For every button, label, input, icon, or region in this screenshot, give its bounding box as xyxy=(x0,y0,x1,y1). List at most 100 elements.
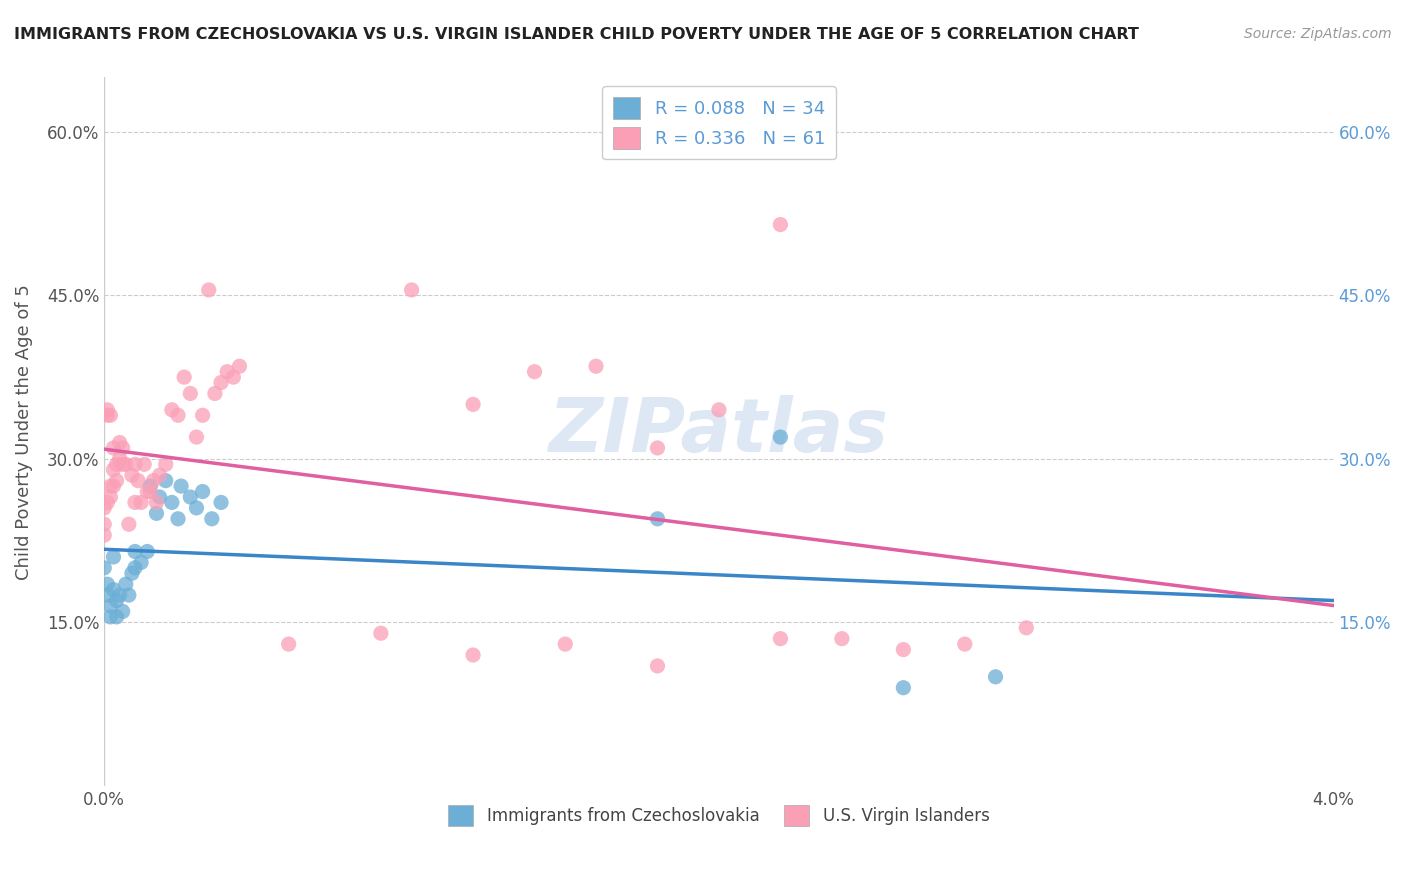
Point xyxy=(105,458,128,472)
Point xyxy=(114,458,136,472)
Point xyxy=(139,479,162,493)
Point xyxy=(191,409,214,423)
Point xyxy=(136,484,159,499)
Point xyxy=(209,376,232,390)
Point xyxy=(222,370,245,384)
Point xyxy=(103,441,125,455)
Point xyxy=(160,402,183,417)
Point xyxy=(105,593,128,607)
Point xyxy=(93,561,115,575)
Point xyxy=(155,458,177,472)
Point xyxy=(148,468,170,483)
Point xyxy=(554,637,576,651)
Point xyxy=(953,637,976,651)
Point xyxy=(148,490,170,504)
Point xyxy=(108,435,131,450)
Point xyxy=(401,283,423,297)
Point xyxy=(111,604,134,618)
Point xyxy=(93,528,115,542)
Point xyxy=(124,458,146,472)
Point xyxy=(201,512,224,526)
Point xyxy=(209,495,232,509)
Point xyxy=(100,409,122,423)
Point xyxy=(103,582,125,597)
Point xyxy=(191,484,214,499)
Point xyxy=(124,561,146,575)
Point xyxy=(118,517,141,532)
Point xyxy=(121,468,143,483)
Point xyxy=(179,386,201,401)
Point xyxy=(96,409,118,423)
Point xyxy=(647,659,669,673)
Point xyxy=(93,517,115,532)
Point xyxy=(105,610,128,624)
Point xyxy=(891,642,914,657)
Point xyxy=(277,637,299,651)
Point xyxy=(124,544,146,558)
Point xyxy=(100,490,122,504)
Point xyxy=(769,218,792,232)
Point xyxy=(1015,621,1038,635)
Point xyxy=(111,458,134,472)
Point xyxy=(173,370,195,384)
Point xyxy=(129,555,152,569)
Point xyxy=(96,495,118,509)
Point xyxy=(96,588,118,602)
Point xyxy=(170,479,193,493)
Point xyxy=(523,365,546,379)
Point xyxy=(145,495,167,509)
Text: ZIPatlas: ZIPatlas xyxy=(548,395,889,468)
Point xyxy=(370,626,392,640)
Point xyxy=(118,588,141,602)
Point xyxy=(167,409,190,423)
Point xyxy=(647,512,669,526)
Point xyxy=(100,599,122,613)
Text: Source: ZipAtlas.com: Source: ZipAtlas.com xyxy=(1244,27,1392,41)
Point xyxy=(124,495,146,509)
Point xyxy=(96,402,118,417)
Point xyxy=(111,441,134,455)
Point xyxy=(142,474,165,488)
Point xyxy=(100,479,122,493)
Point xyxy=(769,430,792,444)
Point xyxy=(108,588,131,602)
Y-axis label: Child Poverty Under the Age of 5: Child Poverty Under the Age of 5 xyxy=(15,284,32,580)
Point xyxy=(108,451,131,466)
Point xyxy=(167,512,190,526)
Point xyxy=(121,566,143,581)
Legend: Immigrants from Czechoslovakia, U.S. Virgin Islanders: Immigrants from Czechoslovakia, U.S. Vir… xyxy=(440,797,998,834)
Point xyxy=(100,610,122,624)
Point xyxy=(155,474,177,488)
Point xyxy=(891,681,914,695)
Point xyxy=(103,549,125,564)
Point xyxy=(186,430,208,444)
Point xyxy=(204,386,226,401)
Point xyxy=(186,500,208,515)
Point xyxy=(114,577,136,591)
Point xyxy=(647,441,669,455)
Point xyxy=(197,283,219,297)
Text: IMMIGRANTS FROM CZECHOSLOVAKIA VS U.S. VIRGIN ISLANDER CHILD POVERTY UNDER THE A: IMMIGRANTS FROM CZECHOSLOVAKIA VS U.S. V… xyxy=(14,27,1139,42)
Point xyxy=(217,365,239,379)
Point xyxy=(129,495,152,509)
Point xyxy=(145,506,167,520)
Point xyxy=(585,359,607,374)
Point xyxy=(93,500,115,515)
Point xyxy=(461,648,484,662)
Point xyxy=(139,484,162,499)
Point xyxy=(707,402,730,417)
Point xyxy=(105,474,128,488)
Point xyxy=(103,463,125,477)
Point xyxy=(179,490,201,504)
Point xyxy=(136,544,159,558)
Point xyxy=(984,670,1007,684)
Point xyxy=(127,474,149,488)
Point xyxy=(160,495,183,509)
Point xyxy=(769,632,792,646)
Point xyxy=(228,359,250,374)
Point xyxy=(831,632,853,646)
Point xyxy=(461,397,484,411)
Point xyxy=(134,458,156,472)
Point xyxy=(96,577,118,591)
Point xyxy=(103,479,125,493)
